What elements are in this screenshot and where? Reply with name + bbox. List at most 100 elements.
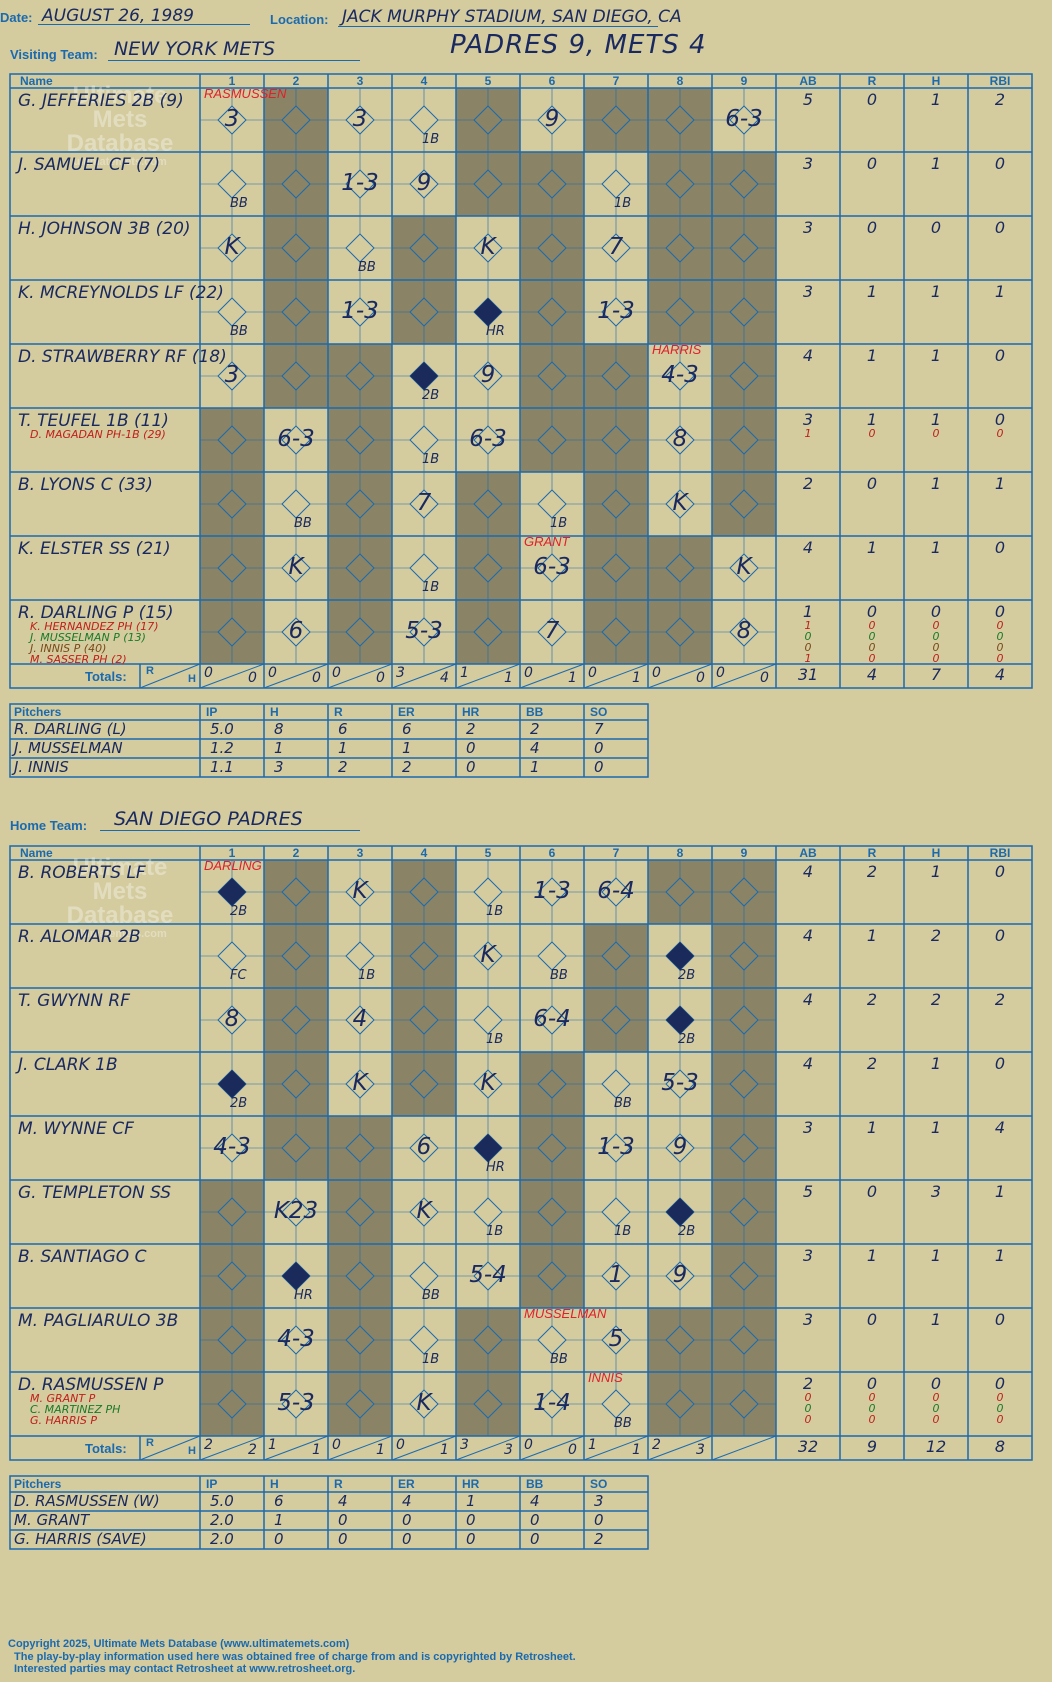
pitching-stat: 8 (274, 720, 284, 738)
play-mark: BB (614, 1096, 632, 1111)
substitute-stat: 0 (932, 1391, 940, 1404)
pitching-stat: 0 (466, 1530, 476, 1548)
pitching-stat: 0 (530, 1530, 540, 1548)
batter-stat: 1 (930, 410, 942, 429)
logo-text: Ultimate (72, 854, 168, 881)
pitching-stat: 4 (338, 1492, 348, 1510)
inning-runs-total: 0 (332, 1437, 341, 1453)
play-mark: K (416, 1198, 432, 1224)
batter-name: J. CLARK 1B (18, 1055, 118, 1075)
play-mark: HR (486, 324, 505, 339)
play-mark: 4 (352, 1006, 368, 1032)
play-mark: K (416, 1390, 432, 1416)
inning-header: 5 (484, 74, 492, 88)
play-mark: 2B (678, 968, 696, 983)
play-mark: 2B (422, 388, 440, 403)
logo-url: ultimatemets.com (73, 156, 167, 168)
inning-runs-total: 2 (652, 1437, 661, 1453)
pitching-stat-header: H (270, 705, 279, 719)
substitute-stat: 0 (932, 652, 940, 665)
totals-r-label: R (146, 665, 154, 677)
batter-stat: 0 (866, 474, 878, 493)
inning-header: 9 (740, 846, 748, 860)
substitute-name: K. HERNANDEZ PH (17) (30, 620, 159, 633)
play-mark: 1-3 (597, 1134, 635, 1160)
batter-stat: 2 (930, 990, 942, 1009)
substitute-stat: 0 (804, 1402, 812, 1415)
team-total-stat: 9 (866, 1437, 878, 1456)
play-mark: 6-4 (533, 1006, 571, 1032)
batter-stat: 2 (802, 1374, 814, 1393)
pitching-stat: 0 (402, 1530, 412, 1548)
play-mark: 9 (544, 106, 560, 132)
play-mark: 7 (608, 234, 624, 260)
inning-hits-total: 1 (376, 1442, 385, 1458)
pitching-stat: 2.0 (210, 1530, 234, 1548)
inning-header: 6 (548, 846, 556, 860)
batter-stat: 3 (802, 154, 814, 173)
play-mark: 1B (614, 1224, 632, 1239)
play-mark: 8 (736, 618, 752, 644)
substitute-name: C. MARTINEZ PH (30, 1403, 121, 1416)
substitute-stat: 0 (868, 1391, 876, 1404)
batter-name: D. RASMUSSEN P (18, 1375, 164, 1395)
play-mark: 1B (422, 1352, 440, 1367)
play-mark: 3 (352, 106, 368, 132)
play-mark: K (480, 942, 496, 968)
batter-stat: 2 (994, 90, 1006, 109)
play-mark: 5-4 (469, 1262, 507, 1288)
pitching-stat: 1 (530, 758, 540, 776)
inning-header: 4 (420, 74, 428, 88)
batter-stat: 0 (866, 154, 878, 173)
play-mark: 6-3 (533, 554, 571, 580)
pitching-stat: 1 (402, 739, 412, 757)
play-mark: 1-3 (597, 298, 635, 324)
batter-stat: 3 (802, 410, 814, 429)
substitute-stat: 0 (932, 619, 940, 632)
inning-runs-total: 0 (204, 665, 213, 681)
pitching-stat-header: SO (590, 1477, 608, 1491)
play-mark: 1B (422, 132, 440, 147)
pitcher-name: G. HARRIS (SAVE) (14, 1530, 147, 1548)
substitute-stat: 0 (996, 1402, 1004, 1415)
play-mark: 1-4 (533, 1390, 571, 1416)
substitute-stat: 0 (804, 1391, 812, 1404)
batter-stat: 0 (994, 538, 1006, 557)
substitute-stat: 0 (996, 1413, 1004, 1426)
batter-stat: 1 (866, 282, 878, 301)
batter-name: J. SAMUEL CF (7) (18, 155, 161, 175)
inning-header: 2 (292, 74, 300, 88)
ultimate-mets-logo: Ultimate Mets Database ultimatemets.com (50, 854, 190, 941)
play-mark: 1B (486, 1032, 504, 1047)
play-mark: HR (294, 1288, 313, 1303)
substitute-stat: 0 (868, 641, 876, 654)
location-label: Location: (270, 12, 329, 27)
pitching-stat-header: ER (398, 705, 415, 719)
batter-stat: 3 (802, 1310, 814, 1329)
pitching-stat: 0 (274, 1530, 284, 1548)
inning-runs-total: 0 (396, 1437, 405, 1453)
home-team-name: SAN DIEGO PADRES (114, 808, 303, 830)
batter-stat: 5 (802, 90, 814, 109)
play-mark: 4-3 (661, 362, 699, 388)
play-mark: FC (230, 968, 247, 983)
batter-stat: 3 (802, 1118, 814, 1137)
batter-stat: 0 (994, 346, 1006, 365)
logo-text: Mets (92, 878, 148, 905)
play-mark: BB (294, 516, 312, 531)
logo-text: Mets (92, 106, 148, 133)
stat-header: H (931, 74, 941, 88)
play-mark: 9 (672, 1262, 688, 1288)
substitute-name: J. MUSSELMAN P (13) (30, 631, 146, 644)
substitute-stat: 0 (996, 619, 1004, 632)
totals-r-label: R (146, 1437, 154, 1449)
name-column-header: Name (20, 846, 53, 860)
batter-stat: 1 (930, 862, 942, 881)
substitute-stat: 0 (996, 630, 1004, 643)
pitching-stat: 2 (594, 1530, 604, 1548)
inning-runs-total: 1 (268, 1437, 277, 1453)
inning-runs-total: 0 (524, 665, 533, 681)
pitching-stat: 0 (594, 758, 604, 776)
batter-stat: 1 (866, 1118, 878, 1137)
batter-stat: 2 (866, 862, 878, 881)
